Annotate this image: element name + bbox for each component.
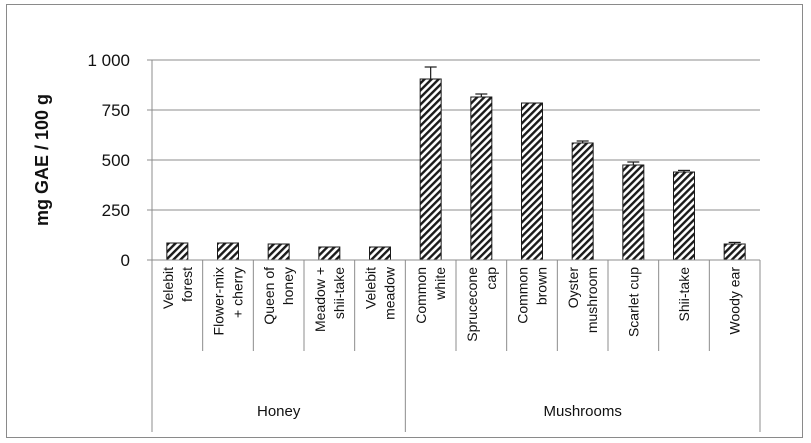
y-tick-label: 1 000 — [87, 51, 130, 70]
category-label: Velebit meadow — [363, 266, 398, 320]
category-label-line: Meadow + — [312, 267, 328, 332]
category-label: Scarlet cup — [625, 267, 641, 337]
bar — [166, 242, 189, 261]
category-label-line: forest — [179, 267, 195, 302]
category-label-line: Queen of — [261, 267, 277, 325]
category-label-line: cap — [483, 267, 499, 290]
bar — [673, 171, 695, 261]
y-tick-label: 250 — [102, 201, 130, 220]
category-label-line: shii-take — [331, 267, 347, 319]
category-label: Common white — [413, 267, 448, 324]
category-label-line: brown — [534, 267, 550, 305]
category-label-line: honey — [280, 267, 296, 305]
category-label: Shii-take — [676, 267, 692, 322]
bar — [521, 102, 543, 261]
category-label-line: Velebit — [160, 267, 176, 309]
group-label: Honey — [257, 403, 301, 420]
bar — [622, 164, 645, 261]
bar — [419, 78, 442, 261]
category-label-line: Velebit — [363, 267, 379, 309]
y-tick-label: 750 — [102, 101, 130, 120]
group-label: Mushrooms — [543, 403, 621, 420]
category-label-line: meadow — [382, 266, 398, 320]
bar — [470, 96, 493, 261]
category-label-line: Shii-take — [676, 267, 692, 322]
category-label-line: white — [432, 267, 448, 301]
chart-frame — [6, 4, 803, 438]
category-label: Sprucecone cap — [464, 267, 499, 342]
bar — [571, 142, 594, 261]
category-label-line: Sprucecone — [464, 267, 480, 342]
bar — [318, 246, 341, 261]
y-axis-label: mg GAE / 100 g — [32, 94, 52, 226]
bar — [723, 243, 746, 261]
y-tick-label: 0 — [121, 251, 130, 270]
category-label-line: Oyster — [565, 267, 581, 309]
bar — [369, 246, 391, 261]
category-label: Oyster mushroom — [565, 267, 600, 333]
category-label: Flower-mix + cherry — [211, 267, 246, 335]
bar — [267, 243, 290, 261]
bar — [217, 242, 239, 261]
category-label-line: mushroom — [584, 267, 600, 333]
y-tick-label: 500 — [102, 151, 130, 170]
category-label: Woody ear — [727, 267, 743, 335]
category-label-line: Scarlet cup — [625, 267, 641, 337]
category-label-line: Woody ear — [727, 267, 743, 335]
category-label: Velebit forest — [160, 267, 195, 309]
category-label: Meadow + shii-take — [312, 267, 347, 332]
category-label-line: Common — [413, 267, 429, 324]
category-label: Common brown — [515, 267, 550, 324]
category-label-line: + cherry — [230, 267, 246, 318]
category-label-line: Common — [515, 267, 531, 324]
category-label-line: Flower-mix — [211, 267, 227, 335]
category-label: Queen of honey — [261, 267, 296, 325]
